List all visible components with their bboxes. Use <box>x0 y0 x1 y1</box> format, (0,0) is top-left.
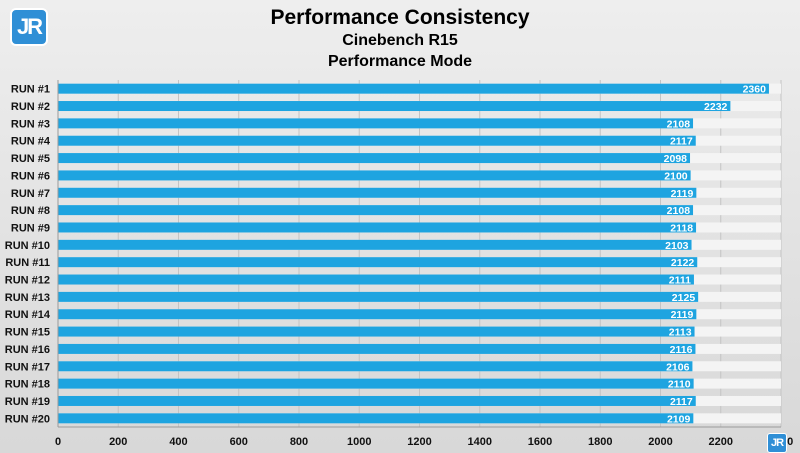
category-label: RUN #1 <box>11 84 50 96</box>
bar <box>58 83 769 94</box>
bar <box>58 413 694 424</box>
bar <box>58 118 694 129</box>
data-label: 2111 <box>669 275 691 287</box>
category-label: RUN #10 <box>5 240 50 252</box>
bar <box>58 378 694 389</box>
data-label: 2118 <box>670 222 693 234</box>
bar <box>58 291 699 302</box>
category-label: RUN #6 <box>11 170 50 182</box>
chart-subtitle: Cinebench R15 <box>342 32 458 49</box>
category-label: RUN #3 <box>11 118 50 130</box>
x-tick-label: 2000 <box>648 436 672 448</box>
data-label: 2360 <box>743 84 767 96</box>
data-label: 2119 <box>671 309 694 321</box>
bar <box>58 222 697 233</box>
category-label: RUN #2 <box>11 101 50 113</box>
bar <box>58 135 696 146</box>
bar <box>58 274 694 285</box>
bar <box>58 170 691 181</box>
jr-logo: JR <box>10 8 48 46</box>
data-label: 2100 <box>664 170 688 182</box>
bar <box>58 309 697 320</box>
data-label: 2106 <box>666 361 690 373</box>
x-tick-label: 200 <box>109 436 127 448</box>
data-label: 2117 <box>670 136 693 148</box>
data-label: 2108 <box>667 118 691 130</box>
category-label: RUN #15 <box>5 327 50 339</box>
data-label: 2116 <box>670 344 693 356</box>
bar <box>58 361 693 372</box>
data-label: 2117 <box>670 396 693 408</box>
chart-title: Performance Consistency <box>270 6 530 29</box>
bar <box>58 153 691 164</box>
category-label: RUN #18 <box>5 379 50 391</box>
data-label: 2119 <box>671 188 694 200</box>
bar <box>58 343 696 354</box>
x-tick-label: 400 <box>169 436 187 448</box>
bar <box>58 205 694 216</box>
category-label: RUN #11 <box>5 257 50 269</box>
category-label: RUN #17 <box>5 361 50 373</box>
x-tick-label: 0 <box>55 436 61 448</box>
jr-logo-small: JR <box>767 433 787 453</box>
data-label: 2232 <box>704 101 728 113</box>
category-label: RUN #20 <box>5 413 50 425</box>
data-label: 2110 <box>668 379 691 391</box>
data-label: 2108 <box>667 205 691 217</box>
category-label: RUN #5 <box>11 153 50 165</box>
x-tick-label: 1200 <box>407 436 431 448</box>
x-tick-label: 1000 <box>347 436 371 448</box>
bar <box>58 395 696 406</box>
bar <box>58 326 695 337</box>
x-tick-label: 600 <box>230 436 248 448</box>
bar <box>58 239 692 250</box>
bar <box>58 101 731 112</box>
bar <box>58 187 697 198</box>
category-label: RUN #16 <box>5 344 50 356</box>
chart-subtitle-mode: Performance Mode <box>327 53 473 70</box>
data-label: 2125 <box>672 292 696 304</box>
x-tick-label: 2200 <box>709 436 733 448</box>
category-label: RUN #19 <box>5 396 50 408</box>
x-tick-label: 1800 <box>588 436 612 448</box>
data-label: 2113 <box>669 327 692 339</box>
data-label: 2103 <box>665 240 689 252</box>
category-label: RUN #12 <box>5 275 50 287</box>
category-label: RUN #7 <box>11 188 50 200</box>
data-label: 2109 <box>667 413 691 425</box>
category-label: RUN #4 <box>11 136 51 148</box>
category-label: RUN #8 <box>11 205 50 217</box>
x-tick-label: 1600 <box>528 436 552 448</box>
data-label: 2098 <box>664 153 688 165</box>
data-label: 2122 <box>671 257 695 269</box>
category-label: RUN #9 <box>11 222 50 234</box>
x-tick-label: 800 <box>290 436 308 448</box>
category-label: RUN #13 <box>5 292 50 304</box>
category-label: RUN #14 <box>5 309 51 321</box>
bar <box>58 257 698 268</box>
x-tick-label: 1400 <box>468 436 492 448</box>
